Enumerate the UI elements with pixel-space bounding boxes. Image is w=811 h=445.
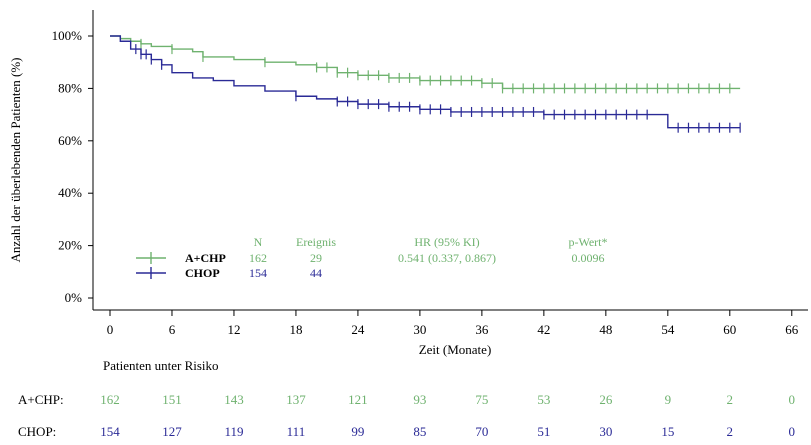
- x-tick-label: 6: [169, 322, 176, 337]
- x-tick-label: 60: [723, 322, 736, 337]
- risk-cell: 151: [162, 392, 182, 407]
- y-axis-title: Anzahl der überlebenden Patienten (%): [8, 57, 23, 262]
- risk-cell: 15: [661, 424, 675, 439]
- series-line-a-chp: [110, 35, 741, 90]
- risk-table-title: Patienten unter Risiko: [103, 358, 219, 373]
- risk-cell: 30: [599, 424, 613, 439]
- risk-cell: 121: [348, 392, 368, 407]
- legend-value: 44: [310, 266, 322, 280]
- y-tick-label: 40%: [58, 185, 82, 200]
- risk-cell: 143: [224, 392, 244, 407]
- legend-header: p-Wert*: [568, 235, 607, 249]
- risk-cell: 85: [413, 424, 427, 439]
- series-line-chop: [110, 35, 741, 129]
- legend-series-name: A+CHP: [185, 251, 226, 265]
- risk-cell: 9: [664, 392, 672, 407]
- x-tick-label: 48: [599, 322, 612, 337]
- risk-cell: 2: [726, 392, 734, 407]
- y-tick-label: 60%: [58, 133, 82, 148]
- x-tick-label: 30: [413, 322, 426, 337]
- x-tick-label: 18: [289, 322, 302, 337]
- legend-series-name: CHOP: [185, 266, 220, 280]
- legend-header: HR (95% KI): [414, 235, 479, 249]
- legend-value: 0.541 (0.337, 0.867): [398, 251, 496, 265]
- risk-cell: 93: [413, 392, 427, 407]
- risk-cell: 26: [599, 392, 613, 407]
- risk-cell: 119: [224, 424, 244, 439]
- x-tick-label: 54: [661, 322, 675, 337]
- risk-cell: 99: [351, 424, 365, 439]
- x-axis-title: Zeit (Monate): [419, 342, 492, 357]
- y-tick-label: 20%: [58, 238, 82, 253]
- risk-cell: 0: [788, 392, 796, 407]
- risk-row-label: A+CHP:: [18, 392, 64, 407]
- legend-value: 0.0096: [572, 251, 605, 265]
- legend-header: Ereignis: [296, 235, 336, 249]
- risk-cell: 2: [726, 424, 734, 439]
- risk-cell: 75: [475, 392, 489, 407]
- axes: 0% 20% 40% 60% 80% 100% 0 6 12 18 24 30 36 42 48 54 60 66: [52, 10, 808, 337]
- legend-value: 162: [249, 251, 267, 265]
- risk-cell: 137: [286, 392, 306, 407]
- risk-cell: 162: [100, 392, 120, 407]
- y-tick-label: 0%: [65, 290, 83, 305]
- x-tick-label: 0: [107, 322, 114, 337]
- risk-cell: 70: [475, 424, 489, 439]
- legend-header: N: [254, 235, 263, 249]
- y-tick-label: 80%: [58, 80, 82, 95]
- risk-row-label: CHOP:: [18, 424, 57, 439]
- x-tick-label: 36: [475, 322, 489, 337]
- legend-value: 154: [249, 266, 267, 280]
- risk-cell: 127: [162, 424, 182, 439]
- risk-cell: 154: [100, 424, 120, 439]
- risk-cell: 51: [537, 424, 551, 439]
- legend: N Ereignis HR (95% KI) p-Wert* A+CHP 162 29 0.5…: [136, 235, 608, 280]
- x-tick-label: 42: [537, 322, 550, 337]
- y-tick-label: 100%: [52, 28, 83, 43]
- risk-cell: 53: [537, 392, 551, 407]
- x-tick-label: 12: [227, 322, 240, 337]
- x-tick-label: 66: [785, 322, 799, 337]
- risk-cell: 111: [286, 424, 306, 439]
- survival-curves: [110, 35, 741, 133]
- x-tick-label: 24: [351, 322, 365, 337]
- risk-cell: 0: [788, 424, 796, 439]
- legend-value: 29: [310, 251, 322, 265]
